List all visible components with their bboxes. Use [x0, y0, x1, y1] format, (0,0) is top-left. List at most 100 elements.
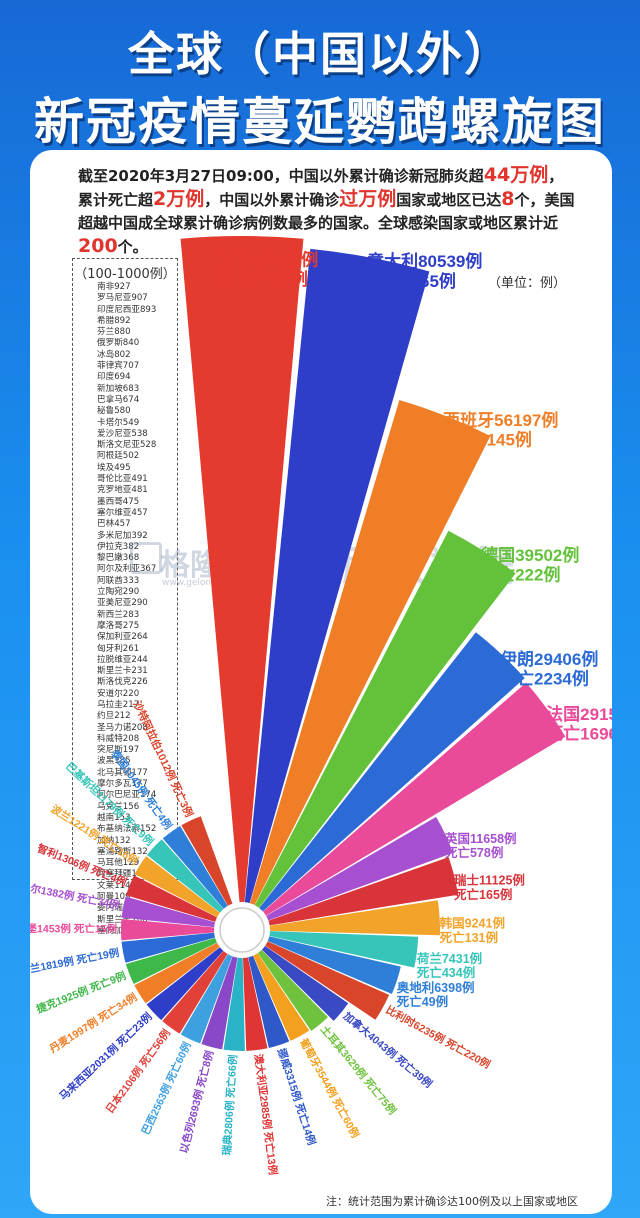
bar-法国 — [261, 682, 566, 917]
intro-highlight: 2万例 — [153, 188, 205, 210]
watermark-logo-icon — [130, 542, 162, 574]
chart-hub-ring — [219, 907, 265, 953]
bar-西班牙 — [249, 399, 491, 907]
small-list-item: 阿塞拜疆122 — [97, 869, 148, 880]
bar-label-荷兰: 荷兰7431例死亡434例 — [416, 951, 482, 980]
bar-澳大利亚 — [242, 955, 268, 1051]
small-list-item: 印度694 — [97, 372, 131, 383]
bar-葡萄牙 — [252, 951, 310, 1041]
small-list-item: 委内瑞拉107 — [97, 903, 148, 914]
small-list-item: 立陶宛290 — [97, 587, 140, 598]
small-list-item: 爱沙尼亚538 — [97, 428, 148, 439]
bar-label-巴基斯坦: 巴基斯坦1179例 死亡9例 — [63, 760, 156, 849]
small-list-item: 北马其顿177 — [97, 767, 148, 778]
small-list-item: 约旦212 — [97, 711, 131, 722]
bar-以色列 — [201, 954, 238, 1050]
bar-卢森堡 — [121, 918, 217, 941]
bar-label-沙特阿拉伯: 沙特阿拉伯1012例 死亡3例 — [130, 699, 195, 819]
small-list-item: 乌拉圭217 — [97, 699, 140, 710]
small-list-item: 伊拉克382 — [97, 541, 140, 552]
small-list-item: 罗马尼亚907 — [97, 293, 148, 304]
unit-label: （单位：例） — [487, 276, 566, 291]
small-list-item: 塞尔维亚457 — [97, 507, 148, 518]
chart-hub — [214, 902, 270, 958]
bar-label-土耳其: 土耳其3629例 死亡75例 — [318, 1023, 399, 1117]
bar-label-意大利: 意大利80539例死亡8165例 — [367, 251, 482, 291]
small-list-item: 马耳他129 — [97, 858, 140, 869]
small-list-item: 菲律宾707 — [97, 361, 140, 372]
small-list-item: 新加坡683 — [97, 383, 140, 394]
small-list-item: 克罗地亚481 — [97, 485, 148, 496]
bar-label-澳大利亚: 澳大利亚2985例 死亡13例 — [252, 1053, 280, 1176]
bar-label-韩国: 韩国9241例死亡131例 — [439, 915, 505, 944]
bar-土耳其 — [256, 948, 328, 1031]
bar-波兰 — [134, 856, 222, 918]
intro-part: 个，美国超越中国成全球累计确诊病例数最多的国家。全球感染国家或地区累计近 — [78, 191, 575, 232]
bar-label-奥地利: 奥地利6398例死亡49例 — [396, 980, 475, 1009]
footnote: 注：统计范围为累计确诊达100例及以上国家或地区 — [326, 1195, 578, 1208]
small-list-item: 卡塔尔549 — [97, 417, 140, 428]
small-list-item: 俄罗斯840 — [97, 338, 140, 349]
intro-part: ，累计死亡超 — [78, 167, 564, 209]
bar-label-瑞士: 瑞士11125例死亡165例 — [453, 873, 525, 902]
small-list-item: 波黑185 — [97, 756, 131, 767]
small-list-item: 阿曼109 — [97, 892, 131, 903]
bar-label-卢森堡: 卢森堡1453例 死亡15例 — [30, 922, 117, 935]
small-list-item: 阿联酋333 — [97, 575, 140, 586]
small-list-item: 加纳132 — [97, 835, 131, 846]
bar-label-法国: 法国29155例死亡1696例 — [546, 704, 612, 744]
bar-加拿大 — [260, 944, 349, 1021]
small-list-item: 新西兰283 — [97, 609, 140, 620]
intro-part: 个。 — [117, 238, 148, 256]
bar-智利 — [126, 875, 219, 923]
small-country-list-box: （100-1000例） 南非927 罗马尼亚907 印度尼西亚893 希腊892 芬兰8… — [72, 258, 178, 936]
bar-label-西班牙: 西班牙56197例死亡4145例 — [443, 410, 558, 450]
intro-part: 截至2020年3月27日09:00，中国以外累计确诊新冠肺炎超 — [78, 167, 484, 185]
bar-捷克 — [125, 937, 219, 985]
bar-沙特阿拉伯 — [181, 816, 234, 908]
bar-德国 — [253, 530, 516, 910]
title-line-2: 新冠疫情蔓延鹦鹉螺旋图 — [34, 93, 606, 151]
small-list-item: 黎巴嫩368 — [97, 553, 140, 564]
small-list-item: 保加利亚264 — [97, 632, 148, 643]
small-list-item: 埃及495 — [97, 462, 131, 473]
bar-丹麦 — [134, 941, 222, 1004]
small-list-item: 摩尔多瓦177 — [97, 779, 148, 790]
small-list-item: 突尼斯197 — [97, 745, 140, 756]
small-list-item: 南非927 — [97, 282, 131, 292]
bar-巴西 — [180, 952, 234, 1044]
small-list-item: 斯里兰卡231 — [97, 666, 148, 677]
bar-日本 — [162, 949, 229, 1034]
bar-泰国 — [162, 825, 229, 911]
intro-part: ，中国以外累计确诊 — [204, 191, 340, 209]
chart-card: 截至2020年3月27日09:00，中国以外累计确诊新冠肺炎超44万例，累计死亡… — [30, 150, 612, 1214]
small-list-item: 乌克兰156 — [97, 801, 140, 812]
bar-马来西亚 — [146, 946, 225, 1021]
small-list-item: 斯洛文尼亚528 — [97, 440, 157, 451]
bar-英国 — [264, 816, 454, 922]
bar-意大利 — [244, 248, 430, 905]
small-list-item: 安道尔220 — [97, 688, 140, 699]
bar-厄瓜多尔 — [121, 896, 218, 928]
bar-韩国 — [267, 900, 441, 936]
intro-highlight: 200 — [78, 235, 118, 257]
nautilus-chart: 美国82404例死亡1178例 意大利80539例死亡8165例西班牙56197例… — [30, 235, 612, 1176]
intro-highlight: 8 — [501, 188, 515, 210]
bar-奥地利 — [265, 935, 401, 995]
small-list-item: 阿尔及利亚367 — [97, 564, 157, 575]
small-list-item: 多米尼加392 — [97, 530, 148, 541]
small-list-item: 匈牙利261 — [97, 643, 140, 654]
bar-挪威 — [247, 953, 290, 1048]
small-list-item: 芬兰880 — [97, 327, 131, 338]
small-list-item: 巴林457 — [97, 519, 131, 530]
small-list-title: （100-1000例） — [74, 267, 176, 282]
bar-爱尔兰 — [121, 932, 217, 963]
small-country-list: 南非927 罗马尼亚907 印度尼西亚893 希腊892 芬兰880 俄罗斯840 冰岛80… — [73, 282, 177, 937]
bar-伊朗 — [258, 632, 525, 913]
small-list-item: 亚美尼亚290 — [97, 598, 148, 609]
small-list-item: 布基纳法索152 — [97, 824, 157, 835]
bars — [121, 235, 566, 1051]
small-list-item: 哥伦比亚491 — [97, 474, 148, 485]
small-list-item: 圣马力诺208 — [97, 722, 148, 733]
small-list-item: 印度尼西亚893 — [97, 304, 157, 315]
